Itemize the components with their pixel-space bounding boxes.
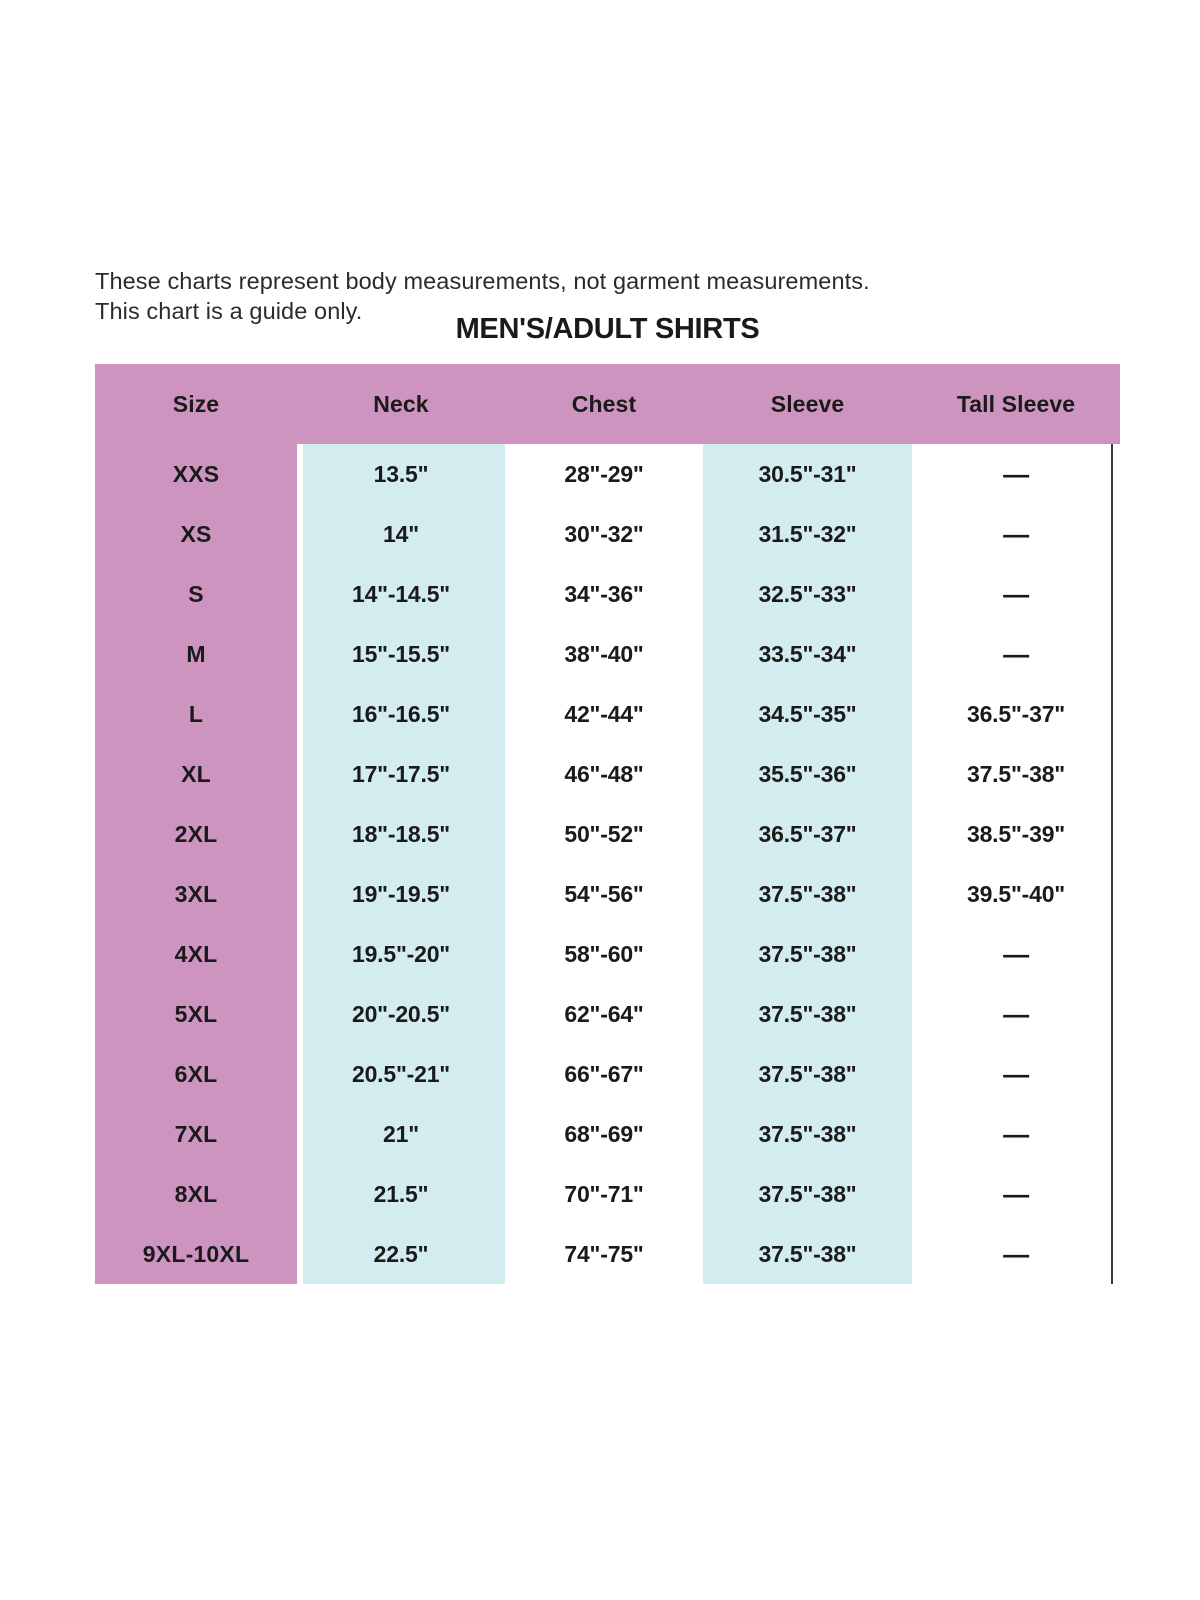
table-header: Size Neck Chest Sleeve Tall Sleeve [95,364,1120,444]
cell-size: XXS [172,460,220,487]
table-header-row: Size Neck Chest Sleeve Tall Sleeve [95,364,1120,444]
cell-tall-sleeve: 36.5"-37" [966,700,1066,727]
cell-chest: 42"-44" [564,700,644,727]
cell-tall-sleeve: — [1003,638,1029,669]
cell-tall-sleeve: — [1003,578,1029,609]
cell-sleeve: 37.5"-38" [758,880,857,907]
cell-chest: 68"-69" [564,1120,644,1147]
cell-tall-sleeve: — [1003,518,1029,549]
cell-sleeve: 37.5"-38" [758,1060,857,1087]
page-title: MEN'S/ADULT SHIRTS [455,313,760,345]
cell-chest: 30"-32" [564,520,644,547]
cell-size: XS [180,520,212,547]
size-chart-table: Size Neck Chest Sleeve Tall Sleeve XXS 13… [95,364,1120,1284]
table-row: XL 17"-17.5" 46"-48" 35.5"-36" 37.5"-38" [95,744,1120,804]
cell-tall-sleeve: — [1003,998,1029,1029]
cell-sleeve: 31.5"-32" [758,520,857,547]
cell-size: 9XL-10XL [142,1240,250,1267]
cell-neck: 14"-14.5" [351,580,451,607]
cell-tall-sleeve: 38.5"-39" [966,820,1066,847]
cell-sleeve: 33.5"-34" [758,640,857,667]
cell-size: 2XL [174,820,218,847]
cell-tall-sleeve: 37.5"-38" [966,760,1066,787]
cell-size: 6XL [174,1060,218,1087]
cell-tall-sleeve: — [1003,458,1029,489]
cell-neck: 20.5"-21" [351,1060,451,1087]
cell-size: L [188,700,204,727]
cell-tall-sleeve: — [1003,1118,1029,1149]
cell-chest: 54"-56" [564,880,644,907]
cell-neck: 19.5"-20" [351,940,451,967]
cell-chest: 70"-71" [564,1180,644,1207]
table-row: 3XL 19"-19.5" 54"-56" 37.5"-38" 39.5"-40" [95,864,1120,924]
cell-neck: 14" [383,520,419,547]
table-row: 6XL 20.5"-21" 66"-67" 37.5"-38" — [95,1044,1120,1104]
cell-size: 8XL [174,1180,218,1207]
cell-tall-sleeve: — [1003,938,1029,969]
cell-size: 3XL [174,880,218,907]
cell-chest: 62"-64" [564,1000,644,1027]
cell-chest: 74"-75" [564,1240,644,1267]
cell-size: 7XL [174,1120,218,1147]
table-row: S 14"-14.5" 34"-36" 32.5"-33" — [95,564,1120,624]
cell-size: XL [181,760,211,787]
table-right-rule [1111,444,1113,1284]
cell-sleeve: 34.5"-35" [758,700,857,727]
table-body: XXS 13.5" 28"-29" 30.5"-31" — XS 14" 30"-32" 31.… [95,444,1120,1284]
table-row: 2XL 18"-18.5" 50"-52" 36.5"-37" 38.5"-39" [95,804,1120,864]
cell-size: M [186,640,206,667]
cell-sleeve: 30.5"-31" [758,460,857,487]
table-row: XXS 13.5" 28"-29" 30.5"-31" — [95,444,1120,504]
cell-sleeve: 32.5"-33" [758,580,857,607]
cell-size: 4XL [174,940,218,967]
cell-tall-sleeve: — [1003,1058,1029,1089]
cell-tall-sleeve: 39.5"-40" [966,880,1066,907]
cell-neck: 16"-16.5" [351,700,451,727]
cell-chest: 28"-29" [564,460,644,487]
cell-sleeve: 37.5"-38" [758,1180,857,1207]
column-header-sleeve: Sleeve [770,390,845,417]
table-row: 4XL 19.5"-20" 58"-60" 37.5"-38" — [95,924,1120,984]
cell-neck: 22.5" [373,1240,429,1267]
table-row: 8XL 21.5" 70"-71" 37.5"-38" — [95,1164,1120,1224]
cell-chest: 50"-52" [564,820,644,847]
cell-neck: 17"-17.5" [351,760,451,787]
cell-sleeve: 37.5"-38" [758,1240,857,1267]
cell-neck: 20"-20.5" [351,1000,451,1027]
cell-sleeve: 37.5"-38" [758,1000,857,1027]
cell-sleeve: 36.5"-37" [758,820,857,847]
intro-note-line-1: These charts represent body measurements… [95,268,870,294]
cell-size: 5XL [174,1000,218,1027]
cell-chest: 46"-48" [564,760,644,787]
cell-neck: 21.5" [373,1180,429,1207]
cell-sleeve: 37.5"-38" [758,1120,857,1147]
table-row: 9XL-10XL 22.5" 74"-75" 37.5"-38" — [95,1224,1120,1284]
cell-chest: 34"-36" [564,580,644,607]
cell-chest: 38"-40" [564,640,644,667]
cell-chest: 58"-60" [564,940,644,967]
cell-sleeve: 37.5"-38" [758,940,857,967]
column-header-tall-sleeve: Tall Sleeve [956,390,1076,417]
cell-tall-sleeve: — [1003,1238,1029,1269]
intro-note-line-2: This chart is a guide only. [95,298,363,324]
column-header-neck: Neck [373,390,429,417]
cell-size: S [188,580,204,607]
column-header-chest: Chest [571,390,637,417]
column-header-size: Size [172,390,220,417]
table-row: L 16"-16.5" 42"-44" 34.5"-35" 36.5"-37" [95,684,1120,744]
cell-neck: 21" [383,1120,419,1147]
intro-note: These charts represent body measurements… [95,266,995,326]
cell-neck: 18"-18.5" [351,820,451,847]
cell-neck: 13.5" [373,460,429,487]
cell-tall-sleeve: — [1003,1178,1029,1209]
table-row: M 15"-15.5" 38"-40" 33.5"-34" — [95,624,1120,684]
table-row: 7XL 21" 68"-69" 37.5"-38" — [95,1104,1120,1164]
cell-chest: 66"-67" [564,1060,644,1087]
size-chart-table-container: Size Neck Chest Sleeve Tall Sleeve XXS 13… [95,364,1120,1284]
cell-sleeve: 35.5"-36" [758,760,857,787]
table-row: XS 14" 30"-32" 31.5"-32" — [95,504,1120,564]
cell-neck: 15"-15.5" [351,640,451,667]
table-row: 5XL 20"-20.5" 62"-64" 37.5"-38" — [95,984,1120,1044]
cell-neck: 19"-19.5" [351,880,451,907]
